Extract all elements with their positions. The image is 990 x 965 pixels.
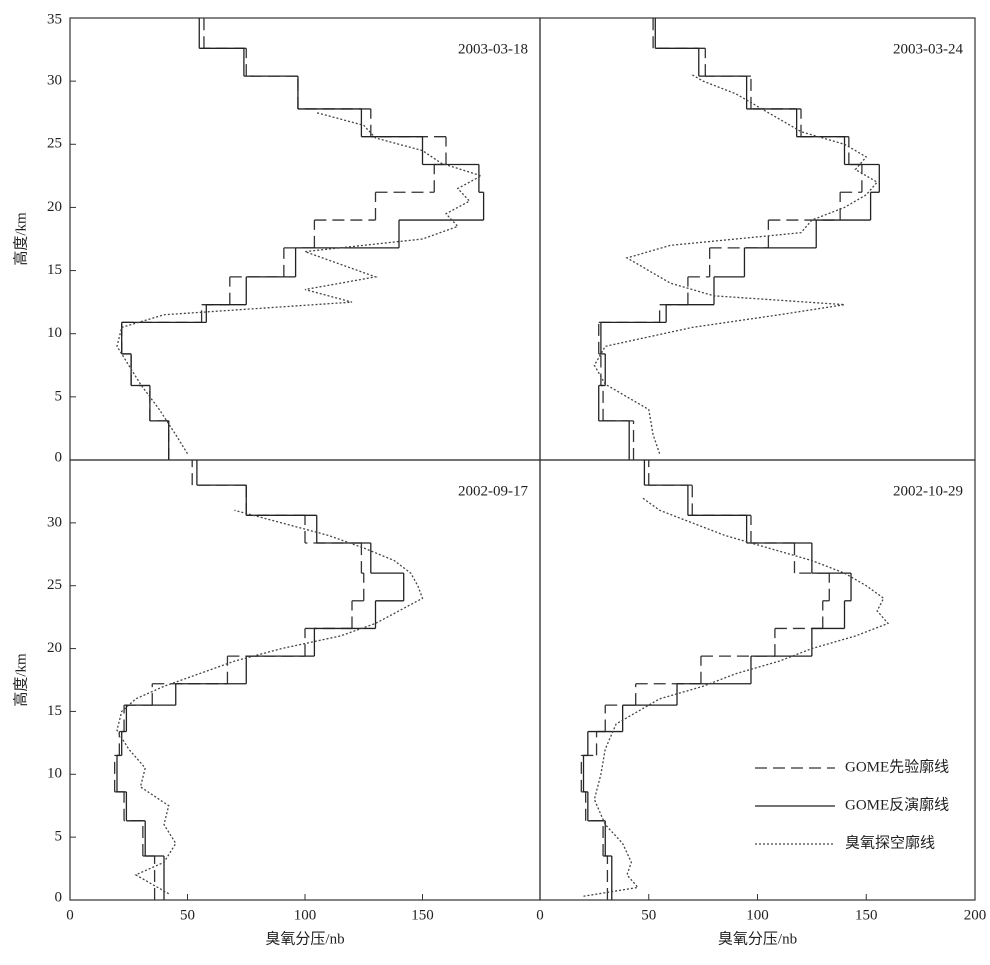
panel-date: 2003-03-24 [893, 41, 963, 57]
x-tick-label: 100 [746, 907, 769, 923]
y-tick-label: 30 [47, 514, 62, 530]
sonde-profile [583, 497, 890, 897]
x-tick-label: 50 [180, 907, 195, 923]
y-tick-label: 25 [47, 136, 62, 152]
y-axis-label: 高度/km [12, 653, 29, 707]
sonde-profile [593, 74, 879, 454]
plot-frame [69, 17, 541, 461]
y-tick-label: 20 [47, 640, 62, 656]
y-tick-label: 15 [47, 703, 62, 719]
x-axis-label: 臭氧分压/nb [265, 930, 344, 947]
y-tick-label: 5 [55, 388, 63, 404]
panel-date: 2002-09-17 [458, 483, 528, 499]
y-tick-label: 0 [55, 449, 63, 465]
panel-date: 2003-03-18 [458, 41, 528, 57]
legend-label: GOME先验廓线 [845, 758, 949, 775]
legend-label: 臭氧探空廓线 [845, 834, 935, 851]
plot-frame [69, 459, 541, 901]
y-tick-label: 0 [55, 889, 63, 905]
sonde-profile [116, 112, 483, 455]
x-tick-label: 200 [964, 907, 987, 923]
y-tick-label: 5 [55, 829, 63, 845]
y-tick-label: 30 [47, 73, 62, 89]
plot-frame [539, 17, 976, 461]
y-tick-label: 25 [47, 577, 62, 593]
y-tick-label: 20 [47, 199, 62, 215]
x-tick-label: 150 [855, 907, 878, 923]
y-tick-label: 10 [47, 325, 62, 341]
sonde-profile [116, 509, 424, 895]
x-tick-label: 0 [536, 907, 544, 923]
panel-date: 2002-10-29 [893, 483, 963, 499]
y-axis-label: 高度/km [12, 212, 29, 266]
x-tick-label: 150 [411, 907, 434, 923]
y-tick-label: 10 [47, 766, 62, 782]
x-tick-label: 0 [66, 907, 74, 923]
x-tick-label: 50 [641, 907, 656, 923]
y-tick-label: 15 [47, 262, 62, 278]
y-tick-label: 35 [47, 11, 62, 27]
x-tick-label: 100 [294, 907, 317, 923]
x-axis-label: 臭氧分压/nb [718, 930, 797, 947]
legend-label: GOME反演廓线 [845, 796, 949, 813]
